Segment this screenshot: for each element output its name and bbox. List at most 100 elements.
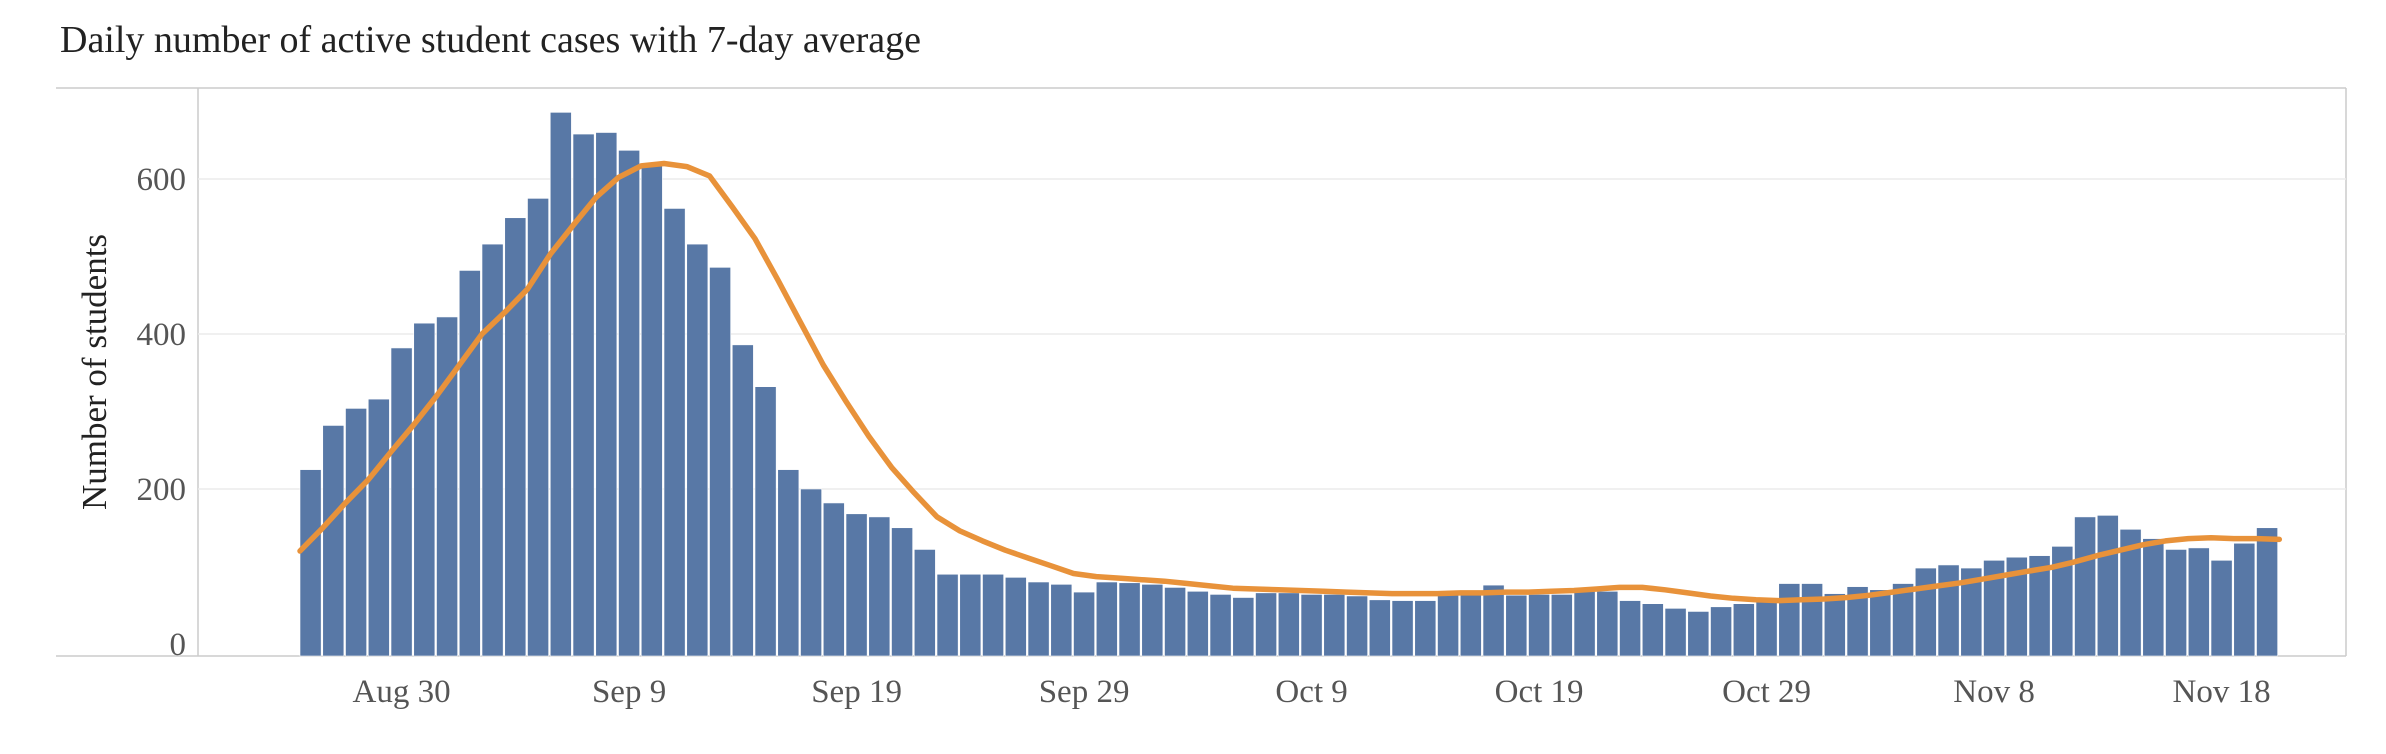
x-tick-label-sep-29: Sep 29 — [1039, 674, 1130, 710]
bar-day-64 — [1732, 603, 1755, 657]
x-tick-label-sep-9: Sep 9 — [592, 674, 666, 710]
bar-day-30 — [959, 573, 982, 657]
bar-day-18 — [686, 243, 709, 657]
x-tick-label-aug-30: Aug 30 — [353, 674, 451, 710]
bar-day-36 — [1095, 581, 1118, 657]
bar-day-47 — [1346, 595, 1368, 657]
bar-day-70 — [1869, 589, 1892, 657]
bar-day-2 — [322, 425, 345, 657]
bar-day-44 — [1277, 592, 1300, 657]
bar-day-78 — [2051, 546, 2074, 657]
bar-day-35 — [1073, 591, 1095, 657]
x-tick-label-nov-8: Nov 8 — [1953, 674, 2035, 710]
bar-day-77 — [2028, 555, 2051, 657]
y-tick-label-0: 0 — [170, 627, 187, 663]
bar-day-10 — [504, 217, 527, 657]
bar-day-14 — [595, 132, 618, 657]
bar-day-27 — [891, 527, 913, 657]
bar-day-33 — [1027, 581, 1050, 657]
bar-day-49 — [1391, 600, 1414, 657]
bar-day-60 — [1641, 603, 1664, 657]
bar-day-17 — [663, 208, 686, 657]
x-tick-label-oct-29: Oct 29 — [1722, 674, 1811, 710]
bar-day-75 — [1983, 559, 2005, 657]
bar-day-63 — [1710, 606, 1732, 657]
bar-day-73 — [1937, 564, 1960, 657]
bar-day-6 — [413, 322, 436, 657]
bar-day-7 — [436, 316, 458, 657]
bar-day-32 — [1004, 577, 1027, 657]
bar-day-19 — [709, 267, 731, 657]
bar-day-26 — [868, 516, 891, 657]
bar-day-5 — [390, 347, 413, 657]
bar-day-9 — [481, 243, 504, 657]
bar-day-79 — [2074, 516, 2096, 657]
bar-day-40 — [1186, 590, 1209, 657]
bar-day-59 — [1619, 600, 1641, 657]
bar-day-39 — [1164, 587, 1186, 657]
bar-day-41 — [1209, 594, 1232, 657]
bar-day-48 — [1368, 599, 1391, 657]
bar-day-28 — [913, 549, 936, 657]
bar-day-82 — [2142, 538, 2165, 657]
bar-day-83 — [2165, 549, 2187, 657]
bar-day-16 — [640, 164, 663, 657]
bar-day-57 — [1573, 590, 1596, 657]
bar-day-62 — [1687, 611, 1710, 657]
bar-day-45 — [1300, 594, 1323, 657]
bar-day-31 — [982, 573, 1004, 657]
x-tick-label-sep-19: Sep 19 — [811, 674, 902, 710]
bar-day-53 — [1482, 584, 1505, 657]
bar-day-50 — [1414, 600, 1437, 657]
seven-day-average-line — [297, 160, 2283, 604]
bar-day-22 — [777, 469, 800, 657]
bar-day-58 — [1596, 590, 1619, 657]
bar-day-15 — [618, 150, 640, 657]
bar-day-61 — [1664, 608, 1687, 657]
bar-day-76 — [2005, 556, 2028, 657]
bar-day-69 — [1846, 586, 1869, 657]
bar-day-51 — [1437, 593, 1459, 657]
x-tick-label-nov-18: Nov 18 — [2173, 674, 2271, 710]
bar-day-8 — [458, 270, 481, 657]
bar-day-87 — [2256, 527, 2278, 657]
bar-day-12 — [549, 112, 572, 657]
bar-day-52 — [1459, 590, 1482, 657]
chart-title: Daily number of active student cases wit… — [60, 19, 922, 61]
bar-day-81 — [2119, 528, 2142, 657]
bar-day-11 — [527, 198, 549, 657]
y-tick-label-200: 200 — [137, 472, 187, 508]
bar-day-1 — [299, 469, 322, 657]
bar-day-67 — [1801, 583, 1823, 657]
bar-day-37 — [1118, 582, 1141, 657]
bar-day-74 — [1960, 567, 1983, 657]
bar-day-85 — [2210, 559, 2233, 657]
x-tick-label-oct-19: Oct 19 — [1495, 674, 1584, 710]
bar-day-42 — [1232, 597, 1255, 657]
bar-day-54 — [1505, 594, 1528, 657]
bar-day-80 — [2096, 515, 2119, 657]
y-tick-label-400: 400 — [137, 317, 187, 353]
bar-day-86 — [2233, 542, 2256, 657]
bar-day-66 — [1778, 583, 1801, 657]
bar-day-24 — [822, 502, 845, 657]
bar-day-55 — [1528, 594, 1550, 657]
bar-day-4 — [367, 398, 390, 657]
bar-day-20 — [731, 344, 754, 657]
bar-day-21 — [754, 386, 777, 657]
bar-day-13 — [572, 133, 595, 657]
bar-day-68 — [1823, 593, 1846, 657]
x-tick-label-oct-9: Oct 9 — [1275, 674, 1347, 710]
bar-day-23 — [800, 488, 822, 657]
bar-day-29 — [936, 573, 959, 657]
bar-day-84 — [2187, 547, 2210, 657]
bar-day-38 — [1141, 584, 1164, 657]
bar-day-34 — [1050, 584, 1073, 657]
y-tick-label-600: 600 — [137, 162, 187, 198]
bar-day-65 — [1755, 600, 1778, 657]
bar-day-46 — [1323, 594, 1346, 657]
bar-day-3 — [345, 408, 367, 657]
y-axis-title: Number of students — [75, 234, 114, 510]
bar-day-56 — [1550, 594, 1573, 657]
